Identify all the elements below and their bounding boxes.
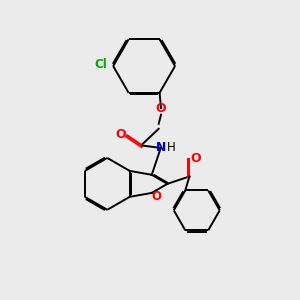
Text: O: O	[151, 190, 161, 203]
Text: O: O	[156, 102, 167, 115]
Text: O: O	[190, 152, 201, 165]
Text: Cl: Cl	[94, 58, 107, 71]
Text: O: O	[116, 128, 126, 141]
Text: N: N	[156, 141, 166, 154]
Text: H: H	[167, 141, 176, 154]
